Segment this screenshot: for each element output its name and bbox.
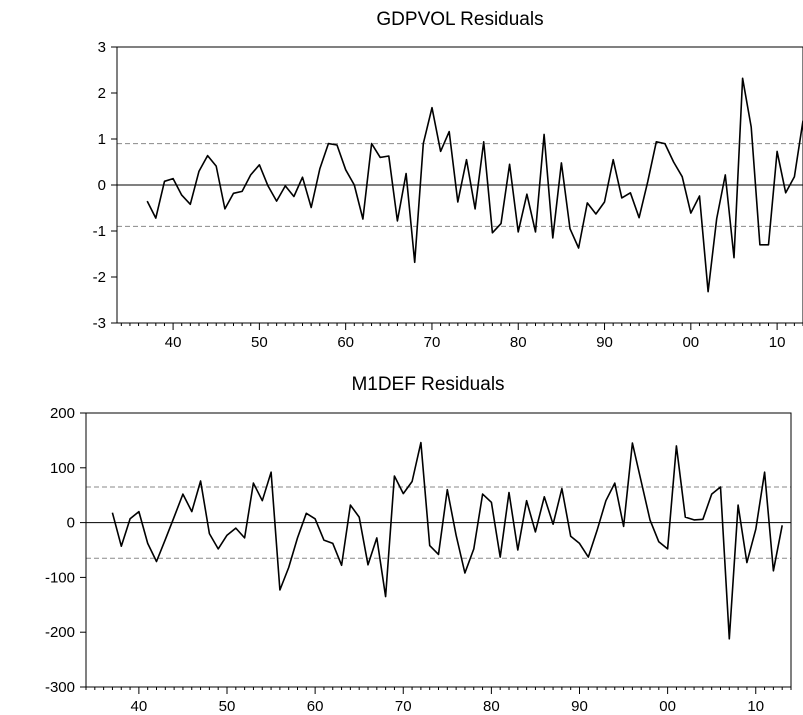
x-tick-label: 80 xyxy=(510,334,527,351)
y-tick-label: -2 xyxy=(93,269,106,286)
residual-series-line xyxy=(146,77,803,293)
x-tick-label: 40 xyxy=(131,698,148,715)
y-tick-label: -100 xyxy=(45,569,75,586)
x-tick-label: 80 xyxy=(483,698,500,715)
x-tick-label: 40 xyxy=(165,334,182,351)
x-tick-label: 10 xyxy=(769,334,786,351)
y-tick-label: -300 xyxy=(45,679,75,696)
y-tick-label: 2 xyxy=(98,85,106,102)
y-tick-label: 200 xyxy=(50,405,75,422)
x-tick-label: 50 xyxy=(219,698,236,715)
x-tick-label: 00 xyxy=(659,698,676,715)
x-tick-label: 60 xyxy=(337,334,354,351)
chart-title: GDPVOL Residuals xyxy=(376,9,543,30)
y-tick-label: -1 xyxy=(93,223,106,240)
x-tick-label: 60 xyxy=(307,698,324,715)
x-tick-label: 90 xyxy=(596,334,613,351)
x-tick-label: 90 xyxy=(571,698,588,715)
residual-series-line xyxy=(111,441,783,640)
chart-1: GDPVOL Residuals -3 -2 -1 0 1 2 3 40 50 60 70 80 90 00… xyxy=(93,9,803,351)
x-tick-label: 10 xyxy=(747,698,764,715)
x-tick-label: 70 xyxy=(424,334,441,351)
y-tick-label: 100 xyxy=(50,460,75,477)
y-tick-label: -200 xyxy=(45,624,75,641)
y-tick-label: 1 xyxy=(98,131,106,148)
chart-2: M1DEF Residuals -300 -200 -100 0 100 200 40 50 60… xyxy=(45,374,792,715)
y-tick-label: 0 xyxy=(67,515,75,532)
y-tick-label: 0 xyxy=(98,177,106,194)
y-tick-label: -3 xyxy=(93,315,106,332)
x-tick-label: 50 xyxy=(251,334,268,351)
y-tick-label: 3 xyxy=(98,39,106,56)
chart-title: M1DEF Residuals xyxy=(351,374,504,395)
x-tick-label: 70 xyxy=(395,698,412,715)
x-tick-label: 00 xyxy=(682,334,699,351)
